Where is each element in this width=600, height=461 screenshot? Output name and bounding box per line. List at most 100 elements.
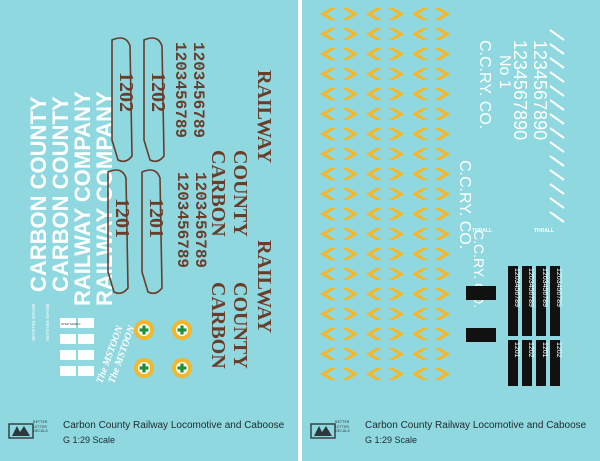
chevron-stripe bbox=[412, 168, 428, 180]
county-word-upper: COUNTY bbox=[229, 150, 251, 237]
chevron-stripe bbox=[412, 248, 428, 260]
plate-number-1201-a: 1201 bbox=[513, 342, 520, 358]
plate-number-1202-a: 1202 bbox=[527, 342, 534, 358]
chevron-stripe bbox=[388, 188, 404, 200]
chevron-stripe bbox=[388, 208, 404, 220]
chevron-stripe bbox=[342, 28, 358, 40]
chevron-stripe bbox=[320, 308, 336, 320]
safety-chevron-stripes bbox=[320, 8, 450, 380]
chevron-stripe bbox=[412, 288, 428, 300]
county-word-lower: COUNTY bbox=[229, 282, 251, 369]
chevron-stripe bbox=[366, 368, 382, 380]
digit-strip-1: 1203456789 bbox=[171, 42, 189, 138]
chevron-stripe bbox=[342, 128, 358, 140]
chevron-stripe bbox=[342, 308, 358, 320]
chevron-stripe bbox=[434, 268, 450, 280]
chevron-stripe bbox=[366, 88, 382, 100]
chevron-stripe bbox=[412, 128, 428, 140]
chevron-stripe bbox=[388, 368, 404, 380]
black-number-plates bbox=[466, 266, 560, 386]
chevron-stripe bbox=[434, 328, 450, 340]
chevron-stripe bbox=[388, 88, 404, 100]
chevron-stripe bbox=[342, 148, 358, 160]
chevron-stripe bbox=[434, 308, 450, 320]
chevron-stripe bbox=[342, 48, 358, 60]
chevron-stripe bbox=[412, 8, 428, 20]
caboose-decal-artwork: C.C.RY. CO. C.C.RY. CO. No 1 1234567890 … bbox=[320, 8, 565, 386]
brake-release-label-1: BRAKE RELEASE bbox=[31, 304, 36, 341]
locomotive-decal-artwork: CARBON COUNTY CARBON COUNTY RAILWAY COMP… bbox=[26, 37, 275, 385]
chevron-stripe bbox=[366, 108, 382, 120]
chevron-stripe bbox=[320, 248, 336, 260]
chevron-stripe bbox=[388, 8, 404, 20]
plate-digits-3: 1203456789 bbox=[541, 268, 548, 307]
chevron-stripe bbox=[434, 348, 450, 360]
chevron-stripe bbox=[320, 368, 336, 380]
chevron-stripe bbox=[388, 248, 404, 260]
digit-strip-3: 1203456789 bbox=[173, 172, 191, 268]
chevron-stripe bbox=[320, 288, 336, 300]
chevron-stripe bbox=[412, 368, 428, 380]
chevron-stripe bbox=[412, 208, 428, 220]
chevron-stripe bbox=[342, 268, 358, 280]
chevron-stripe bbox=[412, 28, 428, 40]
chevron-stripe bbox=[388, 288, 404, 300]
chevron-stripe bbox=[342, 208, 358, 220]
white-hatch-strips bbox=[549, 29, 565, 223]
chevron-stripe bbox=[342, 168, 358, 180]
chevron-stripe bbox=[366, 168, 382, 180]
chevron-stripe bbox=[366, 348, 382, 360]
caption-title: Carbon County Railway Locomotive and Cab… bbox=[365, 420, 587, 431]
chevron-stripe bbox=[434, 28, 450, 40]
chevron-stripe bbox=[434, 128, 450, 140]
locomotive-sheet-caption: BETTER LETTER DECALS Carbon County Railw… bbox=[0, 412, 298, 461]
chevron-stripe bbox=[412, 108, 428, 120]
chevron-stripe bbox=[412, 308, 428, 320]
chevron-stripe bbox=[342, 8, 358, 20]
carbon-county-line-2: CARBON COUNTY bbox=[48, 96, 73, 292]
chevron-stripe bbox=[366, 8, 382, 20]
chevron-stripe bbox=[434, 248, 450, 260]
chevron-stripe bbox=[434, 148, 450, 160]
chevron-stripe bbox=[434, 288, 450, 300]
chevron-stripe bbox=[388, 268, 404, 280]
chevron-stripe bbox=[320, 48, 336, 60]
chevron-stripe bbox=[366, 188, 382, 200]
chevron-stripe bbox=[366, 68, 382, 80]
chevron-stripe bbox=[366, 48, 382, 60]
chevron-stripe bbox=[388, 108, 404, 120]
digit-strip-4: 1203456789 bbox=[191, 172, 209, 268]
chevron-stripe bbox=[366, 128, 382, 140]
plate-number-1201-b: 1201 bbox=[541, 342, 548, 358]
loco-number-1202-b: 1202 bbox=[147, 72, 169, 112]
plate-digits-1: 1203456789 bbox=[513, 268, 520, 307]
chevron-stripe bbox=[342, 188, 358, 200]
chevron-stripe bbox=[342, 288, 358, 300]
chevron-stripe bbox=[366, 28, 382, 40]
loco-number-1201-b: 1201 bbox=[145, 198, 167, 238]
carbon-word-lower: CARBON bbox=[207, 282, 229, 369]
chevron-stripe bbox=[388, 28, 404, 40]
chevron-stripe bbox=[388, 328, 404, 340]
chevron-stripe bbox=[366, 248, 382, 260]
chevron-stripe bbox=[320, 188, 336, 200]
caption-title: Carbon County Railway Locomotive and Cab… bbox=[63, 420, 285, 431]
chevron-stripe bbox=[320, 128, 336, 140]
chevron-stripe bbox=[320, 148, 336, 160]
chevron-stripe bbox=[342, 248, 358, 260]
plate-number-1202-b: 1202 bbox=[555, 342, 562, 358]
cross-heralds bbox=[134, 320, 192, 378]
carbon-county-line-1: CARBON COUNTY bbox=[26, 96, 51, 292]
chevron-stripe bbox=[388, 228, 404, 240]
chevron-stripe bbox=[388, 168, 404, 180]
chevron-stripe bbox=[320, 108, 336, 120]
chevron-stripe bbox=[388, 348, 404, 360]
chevron-stripe bbox=[412, 328, 428, 340]
chevron-stripe bbox=[366, 148, 382, 160]
chevron-stripe bbox=[412, 68, 428, 80]
cc-ry-co-line-1: C.C.RY. CO. bbox=[456, 160, 473, 249]
chevron-stripe bbox=[434, 228, 450, 240]
chevron-stripe bbox=[412, 188, 428, 200]
caboose-decal-sheet: C.C.RY. CO. C.C.RY. CO. No 1 1234567890 … bbox=[302, 0, 600, 461]
step-safely-text: STEP SAFELY bbox=[61, 322, 81, 326]
